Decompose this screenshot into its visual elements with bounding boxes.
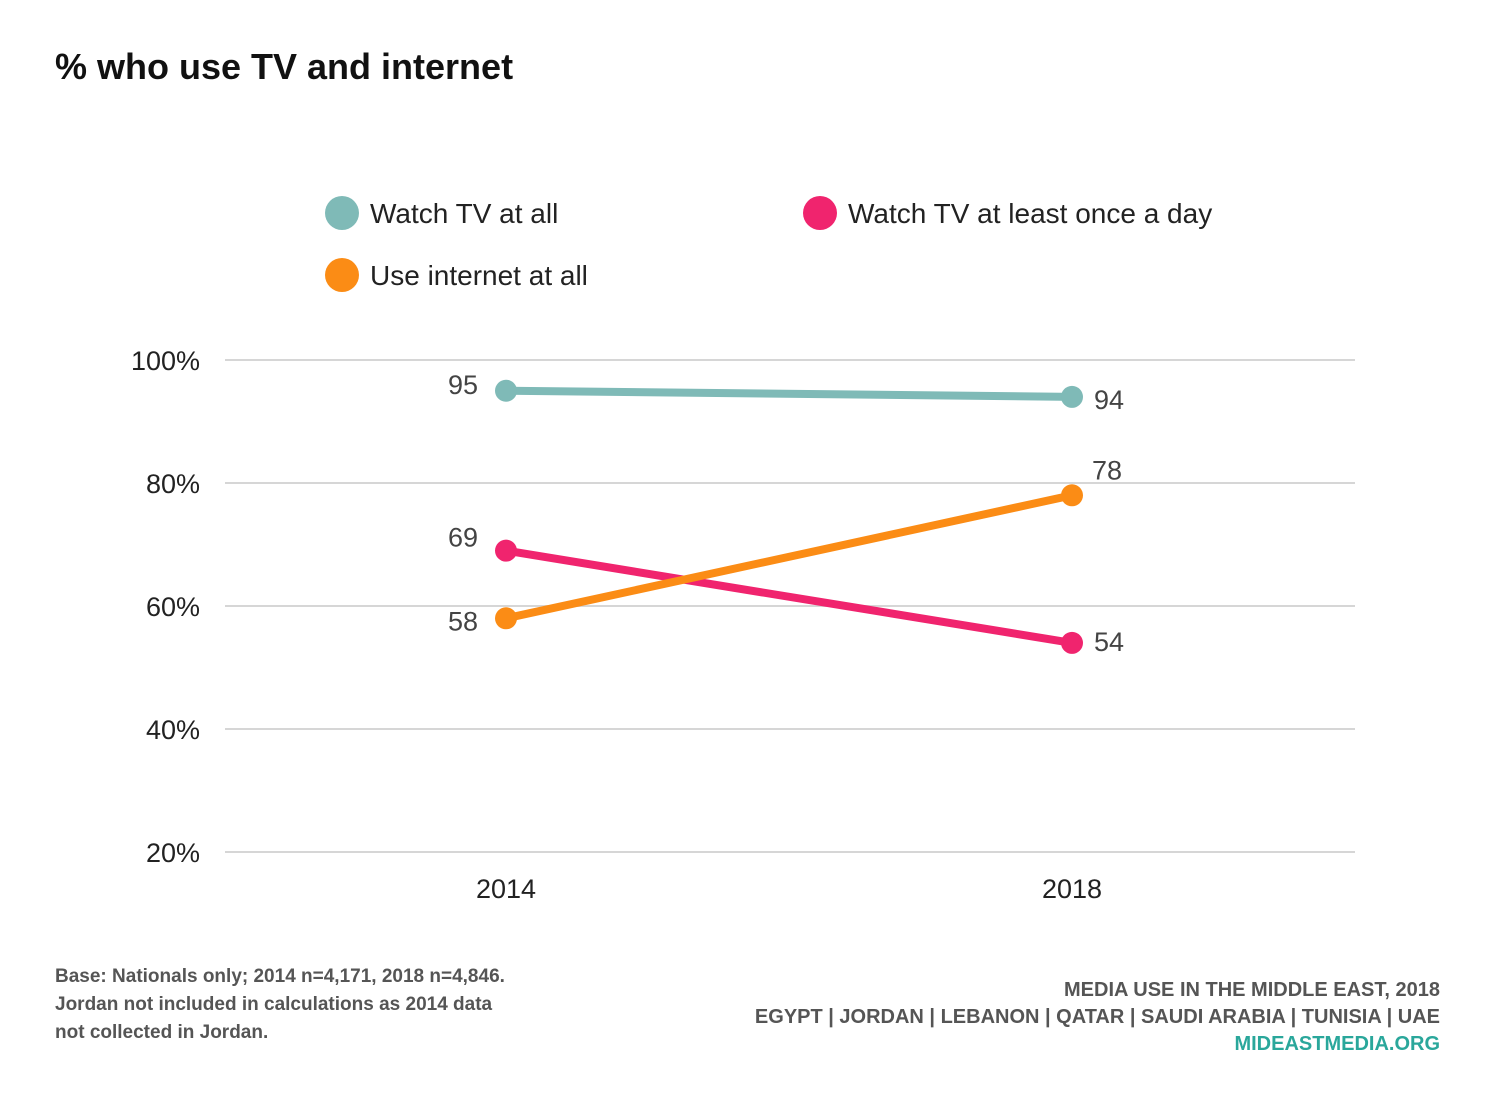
credits-countries: EGYPT | JORDAN | LEBANON | QATAR | SAUDI… (754, 1006, 1440, 1028)
x-tick-label: 2018 (1042, 874, 1102, 904)
legend-item[interactable]: Watch TV at least once a day (803, 196, 1212, 230)
chart-title: % who use TV and internet (55, 46, 514, 87)
data-point[interactable] (1061, 385, 1083, 408)
y-tick-label: 40% (146, 715, 200, 745)
data-label: 94 (1094, 385, 1124, 415)
legend-marker (325, 196, 359, 230)
x-axis: 2014 2018 (476, 874, 1102, 904)
series-line (502, 546, 1076, 647)
y-axis: 20% 40% 60% 80% 100% (131, 346, 200, 868)
series-line (502, 386, 1076, 401)
legend-label: Use internet at all (370, 260, 588, 291)
gridlines (225, 359, 1355, 853)
series-watch-tv-at-all: 95 94 (448, 370, 1124, 415)
y-tick-label: 20% (146, 838, 200, 868)
series-use-internet-at-all: 58 78 (448, 455, 1122, 636)
credits: MEDIA USE IN THE MIDDLE EAST, 2018 EGYPT… (755, 977, 1440, 1058)
data-point[interactable] (495, 607, 517, 630)
legend-label: Watch TV at least once a day (848, 198, 1212, 229)
footnote: Base: Nationals only; 2014 n=4,171, 2018… (55, 963, 505, 1047)
legend-label: Watch TV at all (370, 198, 558, 229)
footnote-line: Jordan not included in calculations as 2… (55, 994, 493, 1015)
legend-marker (325, 258, 359, 292)
data-point[interactable] (1061, 484, 1083, 507)
series-watch-tv-at-least-once-a-day: 69 54 (448, 523, 1124, 657)
data-point[interactable] (495, 379, 517, 402)
data-point[interactable] (495, 539, 517, 562)
legend-marker (803, 196, 837, 230)
legend-item[interactable]: Watch TV at all (325, 196, 558, 230)
footnote-line: Base: Nationals only; 2014 n=4,171, 2018… (55, 966, 505, 987)
data-label: 95 (448, 370, 478, 400)
y-tick-label: 100% (131, 346, 200, 376)
data-point[interactable] (1061, 631, 1083, 654)
legend-item[interactable]: Use internet at all (325, 258, 588, 292)
series-group: 95 94 69 54 58 78 (448, 370, 1124, 657)
credits-url[interactable]: MIDEASTMEDIA.ORG (1234, 1033, 1440, 1055)
data-label: 58 (448, 606, 478, 636)
x-tick-label: 2014 (476, 874, 536, 904)
data-label: 69 (448, 523, 478, 553)
series-line (502, 491, 1076, 623)
legend: Watch TV at all Watch TV at least once a … (325, 196, 1212, 292)
data-label: 78 (1092, 455, 1122, 485)
data-label: 54 (1094, 627, 1124, 657)
y-tick-label: 60% (146, 592, 200, 622)
y-tick-label: 80% (146, 469, 200, 499)
footnote-line: not collected in Jordan. (55, 1022, 269, 1043)
credits-report-title: MEDIA USE IN THE MIDDLE EAST, 2018 (1064, 979, 1440, 1001)
